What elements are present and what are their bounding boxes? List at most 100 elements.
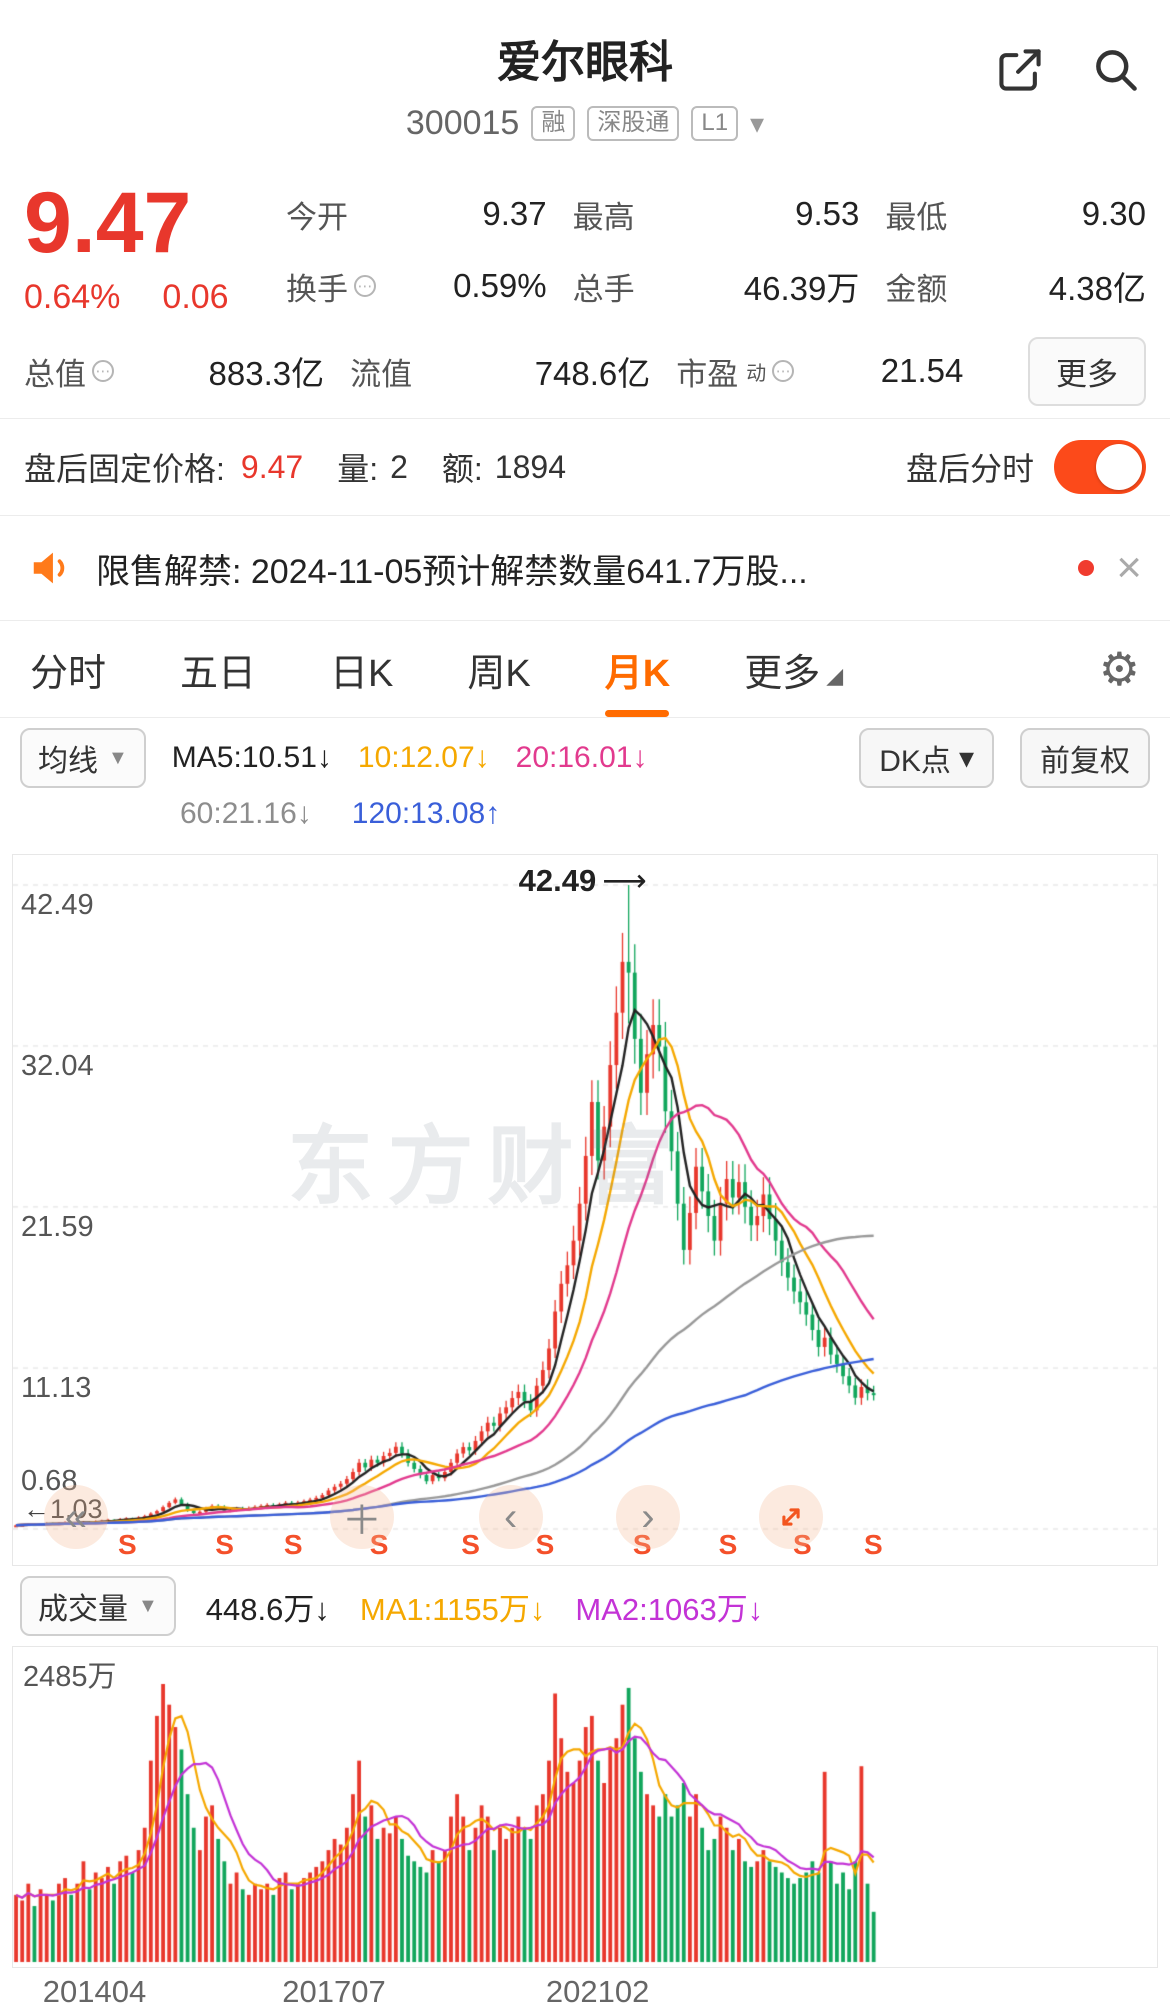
ma5-value: MA5:10.51↓ (171, 741, 332, 774)
afterhours-qty: 2 (390, 448, 408, 485)
unlock-marker: S (793, 1529, 812, 1560)
ma-legend: 均线 ▼ MA5:10.51↓ 10:12.07↓ 20:16.01↓ DK点 ▾ … (0, 718, 1170, 848)
float-cap-label: 流值 (350, 356, 413, 392)
ma120-value: 120:13.08↑ (351, 797, 501, 830)
ma60-value: 60:21.16↓ (180, 797, 312, 830)
search-button[interactable] (1090, 44, 1142, 101)
dk-button[interactable]: DK点 ▾ (859, 728, 994, 788)
notice-text: 限售解禁: 2024-11-05预计解禁数量641.7万股... (96, 552, 808, 591)
chevron-down-icon: ▼ (108, 746, 128, 769)
pe-label: 市盈 (676, 356, 739, 392)
last-price: 9.47 (24, 175, 192, 271)
afterhours-toggle-label: 盘后分时 (905, 451, 1034, 487)
afterhours-amt: 1894 (494, 448, 566, 485)
expand-icon (782, 1508, 800, 1526)
change-percent: 0.64% (24, 278, 121, 317)
open-label: 今开 (286, 199, 348, 235)
x-axis: 201404 201707 202102 (12, 1968, 1158, 2014)
expand-button[interactable] (758, 1485, 823, 1549)
tab-5day[interactable]: 五日 (180, 652, 257, 695)
y-axis-label: 21.59 (21, 1210, 94, 1243)
rewind-button[interactable]: « (43, 1485, 108, 1549)
volume-value: 46.39万 (743, 270, 860, 307)
afterhours-row: 盘后固定价格: 9.47 量: 2 额: 1894 盘后分时 (0, 419, 1170, 516)
amount-label: 金额 (885, 271, 948, 307)
float-cap-value: 748.6亿 (534, 355, 651, 392)
volume-ma2: MA2:1063万↓ (575, 1591, 764, 1627)
arrow-right-icon: ⟶ (602, 863, 647, 898)
chevron-down-icon: ▾ (958, 741, 974, 775)
pe-value: 21.54 (880, 352, 964, 389)
search-icon (1096, 50, 1137, 91)
tab-daily[interactable]: 日K (330, 652, 394, 695)
gear-icon[interactable]: ⚙ (1098, 643, 1140, 695)
volume-canvas[interactable] (13, 1647, 1157, 1967)
y-axis-label: 32.04 (21, 1049, 94, 1082)
volume-legend: 成交量 ▼ 448.6万↓ MA1:1155万↓ MA2:1063万↓ (0, 1566, 1170, 1646)
unlock-marker: S (863, 1529, 883, 1560)
chevron-down-icon[interactable]: ▾ (750, 108, 765, 139)
ma-selector[interactable]: 均线 ▼ (20, 728, 146, 788)
y-axis-label: 42.49 (21, 889, 94, 921)
zoom-in-button[interactable]: ＋ (329, 1485, 394, 1549)
tab-monthly[interactable]: 月K (605, 621, 670, 717)
volume-chart[interactable]: 2485万 (12, 1646, 1158, 1968)
info-icon[interactable]: ⋯ (772, 360, 795, 382)
turnover-label: 换手 (286, 271, 348, 307)
next-button[interactable]: › (615, 1485, 680, 1549)
stock-code: 300015 (405, 104, 520, 142)
left-price-marker: ←1.03 (23, 1494, 103, 1524)
more-button[interactable]: 更多 (1028, 336, 1146, 406)
unlock-marker: S (461, 1529, 480, 1560)
tab-weekly[interactable]: 周K (467, 652, 531, 695)
pe-dynamic-badge: 动 (746, 362, 767, 385)
low-value: 9.30 (1081, 195, 1146, 232)
volume-max-label: 2485万 (23, 1661, 117, 1693)
notice-bar[interactable]: 限售解禁: 2024-11-05预计解禁数量641.7万股... × (0, 516, 1170, 621)
change-amount: 0.06 (162, 278, 229, 317)
afterhours-toggle[interactable] (1054, 440, 1146, 494)
info-icon[interactable]: ⋯ (92, 360, 114, 382)
chevron-down-icon: ▼ (138, 1594, 158, 1617)
volume-selector[interactable]: 成交量 ▼ (20, 1576, 176, 1636)
afterhours-price: 9.47 (240, 448, 304, 485)
info-icon[interactable]: ⋯ (354, 275, 376, 297)
close-icon[interactable]: × (1116, 543, 1142, 592)
high-label: 最高 (572, 199, 635, 235)
volume-current: 448.6万↓ (205, 1591, 330, 1627)
unlock-marker: S (535, 1529, 555, 1560)
volume-ma1: MA1:1155万↓ (359, 1591, 546, 1627)
afterhours-label: 盘后固定价格: (24, 451, 225, 487)
chevron-down-icon: ◢ (826, 663, 844, 688)
prev-button[interactable]: ‹ (478, 1485, 543, 1549)
tab-minute[interactable]: 分时 (30, 652, 107, 695)
volume-label: 总手 (572, 271, 635, 307)
x-axis-label: 202102 (545, 1974, 650, 2009)
afterhours-amt-label: 额: (441, 451, 483, 487)
page-title: 爱尔眼科 (497, 38, 673, 87)
x-axis-label: 201707 (282, 1974, 386, 2009)
unlock-marker: S (369, 1529, 389, 1560)
unread-dot (1078, 560, 1095, 576)
tab-more[interactable]: 更多 ◢ (744, 652, 844, 695)
afterhours-qty-label: 量: (337, 451, 379, 487)
market-cap-value: 883.3亿 (208, 355, 325, 392)
unlock-marker: S (118, 1529, 137, 1560)
y-axis-label: 11.13 (21, 1372, 92, 1405)
ma20-value: 20:16.01↓ (515, 741, 648, 774)
share-button[interactable] (994, 44, 1046, 101)
toggle-knob (1096, 444, 1142, 490)
kline-canvas[interactable] (13, 855, 1157, 1565)
ma10-value: 10:12.07↓ (357, 741, 490, 774)
margin-badge: 融 (531, 106, 576, 141)
market-cap-label: 总值 (24, 356, 86, 392)
amount-value: 4.38亿 (1048, 270, 1146, 307)
share-icon (999, 49, 1041, 91)
unlock-marker: S (283, 1529, 303, 1560)
open-value: 9.37 (482, 195, 547, 232)
high-value: 9.53 (795, 195, 860, 232)
fq-button[interactable]: 前复权 (1020, 728, 1150, 788)
stock-code-row[interactable]: 300015 融 深股通 L1 ▾ (0, 104, 1170, 143)
peak-annotation: 42.49 ⟶ (518, 863, 647, 898)
